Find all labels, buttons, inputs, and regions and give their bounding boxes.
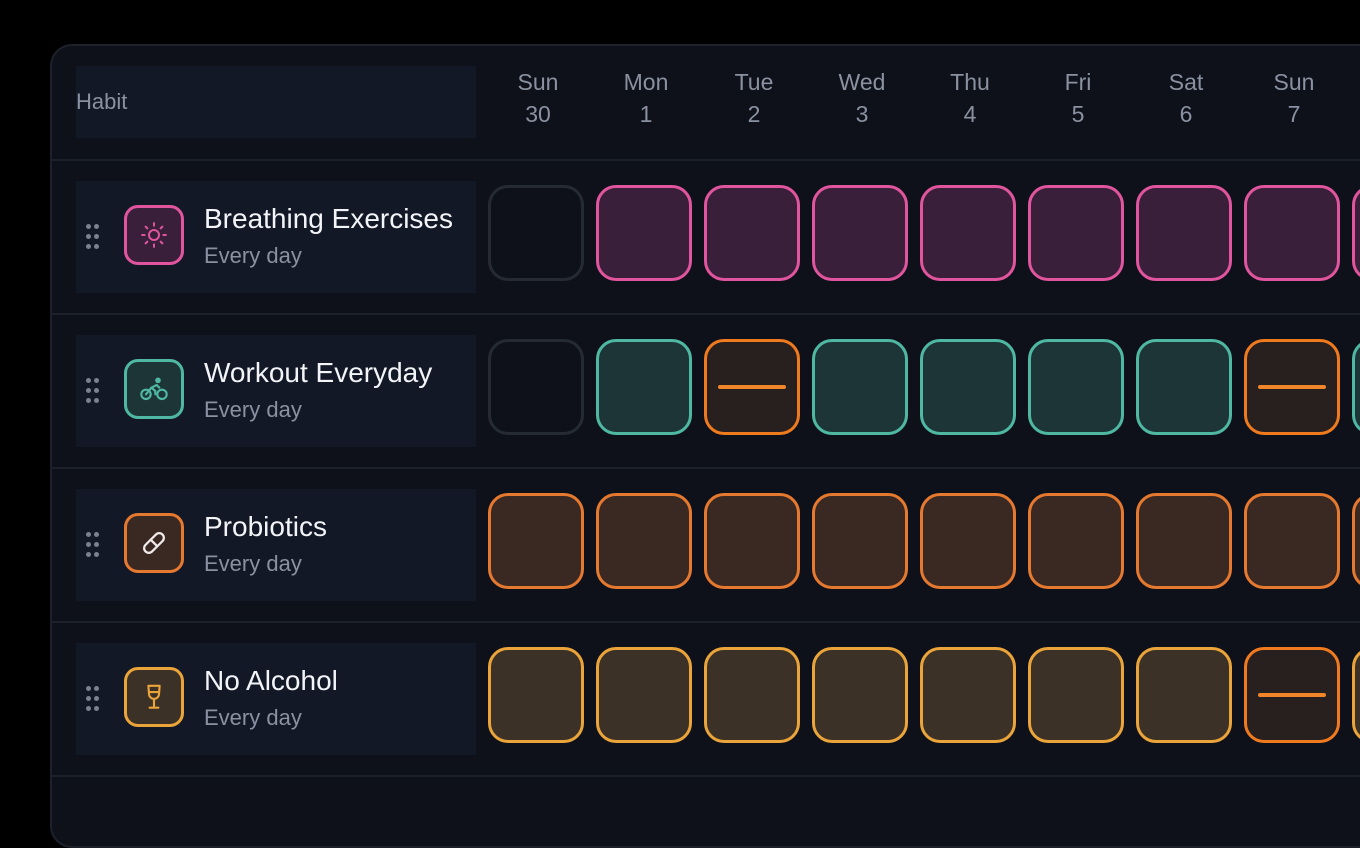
day-cell-done[interactable]	[812, 339, 908, 435]
day-name: Sun	[517, 69, 559, 95]
day-name: Fri	[1064, 69, 1092, 95]
day-cell-done[interactable]	[1028, 339, 1124, 435]
drag-handle-icon[interactable]	[86, 532, 100, 558]
day-cell-done[interactable]	[704, 185, 800, 281]
day-header: Thu 4	[916, 66, 1024, 130]
day-cell-skipped[interactable]	[1244, 339, 1340, 435]
day-cell-done[interactable]	[920, 493, 1016, 589]
day-cell-empty[interactable]	[488, 339, 584, 435]
day-date: 2	[747, 101, 761, 127]
day-cell-done[interactable]	[812, 185, 908, 281]
wine-glass-icon	[124, 667, 184, 727]
day-cell-done[interactable]	[920, 185, 1016, 281]
day-cell-done[interactable]	[488, 647, 584, 743]
day-name: Thu	[950, 69, 990, 95]
day-date: 6	[1179, 101, 1193, 127]
day-cell-done[interactable]	[1028, 647, 1124, 743]
drag-handle-icon[interactable]	[86, 686, 100, 712]
day-cell-done[interactable]	[1352, 339, 1360, 435]
habit-tracker-panel: Habit Sun 30 Mon 1 Tue 2 Wed 3 Thu 4 Fri…	[50, 44, 1360, 848]
day-date: 7	[1287, 101, 1301, 127]
row-divider	[52, 621, 1360, 623]
day-cell-done[interactable]	[1352, 185, 1360, 281]
day-date: 1	[639, 101, 653, 127]
day-cell-done[interactable]	[596, 647, 692, 743]
habit-row-breathing-exercises[interactable]: Breathing Exercises Every day	[76, 181, 476, 293]
bicycle-icon	[124, 359, 184, 419]
day-date: 3	[855, 101, 869, 127]
day-cell-skipped[interactable]	[704, 339, 800, 435]
day-cell-done[interactable]	[812, 647, 908, 743]
day-name: Wed	[838, 69, 886, 95]
habit-column-header: Habit	[76, 66, 476, 138]
day-header: Sun 7	[1240, 66, 1348, 130]
sun-icon	[124, 205, 184, 265]
habit-name: Probiotics	[204, 511, 327, 542]
day-cell-done[interactable]	[1244, 185, 1340, 281]
day-cell-done[interactable]	[920, 647, 1016, 743]
habit-row-probiotics[interactable]: Probiotics Every day	[76, 489, 476, 601]
row-divider	[52, 313, 1360, 315]
day-cell-done[interactable]	[596, 493, 692, 589]
habit-frequency: Every day	[204, 397, 302, 422]
habit-row-no-alcohol[interactable]: No Alcohol Every day	[76, 643, 476, 755]
day-name: Sat	[1168, 69, 1204, 95]
day-date: 4	[963, 101, 977, 127]
day-cell-done[interactable]	[1352, 647, 1360, 743]
day-cell-done[interactable]	[1352, 493, 1360, 589]
day-cell-done[interactable]	[596, 185, 692, 281]
day-header: Wed 3	[808, 66, 916, 130]
row-divider	[52, 159, 1360, 161]
habit-frequency: Every day	[204, 243, 302, 268]
day-cell-done[interactable]	[488, 493, 584, 589]
day-cell-empty[interactable]	[488, 185, 584, 281]
day-cell-done[interactable]	[1136, 647, 1232, 743]
day-name: Mon	[623, 69, 669, 95]
day-header: Mon 1	[592, 66, 700, 130]
day-cell-done[interactable]	[704, 493, 800, 589]
day-name: Tue	[734, 69, 774, 95]
day-date: 30	[525, 101, 551, 127]
habit-name: No Alcohol	[204, 665, 338, 696]
day-cell-done[interactable]	[1136, 185, 1232, 281]
day-cell-done[interactable]	[1244, 493, 1340, 589]
habit-column-label: Habit	[76, 89, 128, 114]
day-date: 5	[1071, 101, 1085, 127]
row-divider	[52, 775, 1360, 777]
drag-handle-icon[interactable]	[86, 378, 100, 404]
habit-name: Breathing Exercises	[204, 203, 454, 234]
day-cell-done[interactable]	[1136, 493, 1232, 589]
habit-frequency: Every day	[204, 551, 302, 576]
day-header: Sat 6	[1132, 66, 1240, 130]
day-cell-done[interactable]	[596, 339, 692, 435]
pill-icon	[124, 513, 184, 573]
day-name: Sun	[1273, 69, 1315, 95]
day-cell-done[interactable]	[920, 339, 1016, 435]
day-cell-done[interactable]	[1028, 185, 1124, 281]
day-cell-skipped[interactable]	[1244, 647, 1340, 743]
habit-row-workout-everyday[interactable]: Workout Everyday Every day	[76, 335, 476, 447]
day-cell-done[interactable]	[704, 647, 800, 743]
day-header: Fri 5	[1024, 66, 1132, 130]
day-header: Sun 30	[484, 66, 592, 130]
day-header: Tue 2	[700, 66, 808, 130]
habit-frequency: Every day	[204, 705, 302, 730]
drag-handle-icon[interactable]	[86, 224, 100, 250]
habit-name: Workout Everyday	[204, 357, 433, 388]
day-cell-done[interactable]	[812, 493, 908, 589]
day-cell-done[interactable]	[1136, 339, 1232, 435]
row-divider	[52, 467, 1360, 469]
day-cell-done[interactable]	[1028, 493, 1124, 589]
